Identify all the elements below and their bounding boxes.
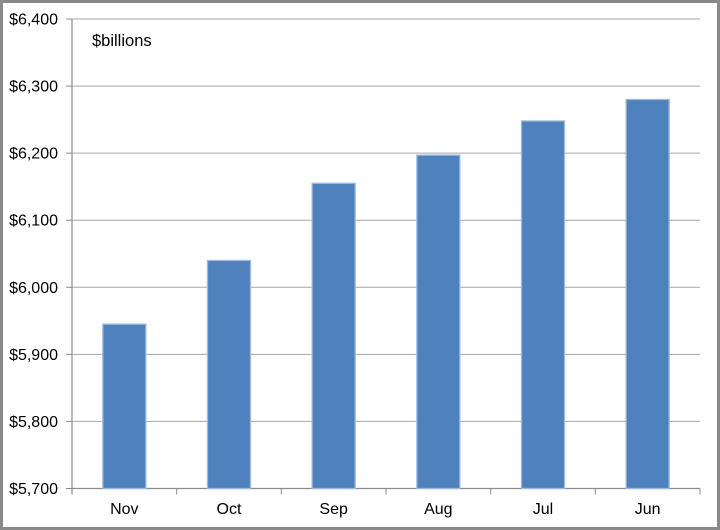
y-axis-tick-label: $5,700 [9,481,58,498]
bar-sep [311,182,356,490]
bar-jul [520,120,566,490]
y-axis-tick-label: $6,200 [9,146,58,163]
y-axis-tick-label: $6,400 [9,12,58,29]
y-axis-tick-label: $5,800 [9,414,58,431]
y-axis-units-label: $billions [92,32,152,50]
x-axis-category-label: Jun [635,501,661,518]
y-axis-tick-label: $6,300 [9,79,58,96]
y-axis-tick-label: $6,100 [9,213,58,230]
x-axis-category-label: Oct [217,501,242,518]
x-axis-category-label: Jul [533,501,553,518]
y-axis-tick-label: $5,900 [9,347,58,364]
bar-jun [625,98,670,490]
bar-aug [416,154,461,490]
bar-nov [102,323,147,490]
x-axis-category-label: Sep [319,501,348,518]
x-axis-category-label: Nov [110,501,138,518]
x-axis-category-label: Aug [424,501,452,518]
y-axis-tick-label: $6,000 [9,280,58,297]
bar-oct [206,259,252,490]
